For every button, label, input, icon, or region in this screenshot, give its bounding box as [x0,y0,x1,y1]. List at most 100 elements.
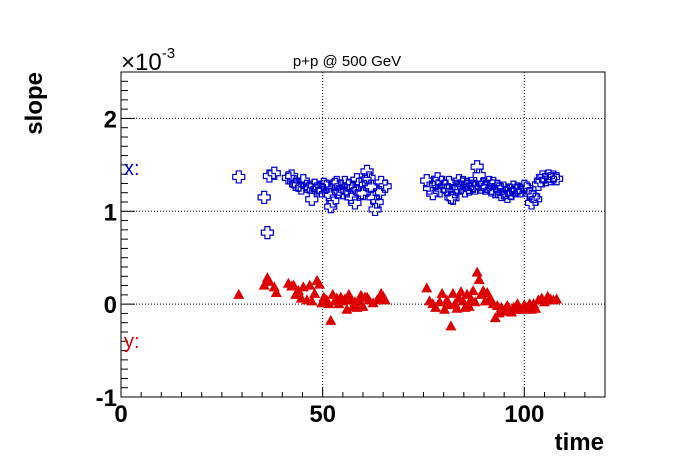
data-point [451,302,463,313]
x-tick-label: 100 [504,401,544,428]
data-point [421,282,433,293]
data-point [456,175,470,190]
data-point [360,164,374,178]
data-point [356,187,370,201]
data-point [353,295,365,306]
data-point [263,275,275,286]
y-axis-label: slope [21,72,48,135]
data-point [285,169,299,183]
data-point [232,170,246,184]
data-point [464,176,478,191]
data-point [481,287,493,297]
annotation-x: x: [124,158,140,180]
data-point [305,192,319,206]
y-multiplier-base: ×10 [121,49,162,76]
data-point [486,176,500,191]
data-point [444,190,458,204]
data-point [529,192,543,206]
data-point [510,182,525,196]
data-point [323,298,335,309]
grid-lines [121,72,605,397]
data-point [354,186,368,200]
data-point [325,314,337,325]
data-point [292,285,304,296]
data-point [378,179,392,193]
data-point [462,182,476,196]
data-point [296,174,310,188]
data-point [341,303,353,314]
data-point [270,287,282,297]
y-tick-label: 1 [104,199,117,226]
data-point [513,184,527,198]
data-point [551,293,563,304]
data-point [316,297,328,308]
data-point [309,287,321,298]
data-point [546,170,560,184]
data-point [304,279,316,290]
plot-frame [120,71,606,398]
data-point [344,190,358,204]
data-point [436,287,448,298]
data-point [517,179,531,193]
series-1 [233,266,563,331]
data-point [372,186,386,200]
y-multiplier-exponent: -3 [162,45,175,62]
data-point [445,320,457,331]
data-point [288,279,300,290]
data-point [348,196,362,210]
data-point [267,166,281,180]
data-point [370,195,384,209]
data-point [473,274,485,284]
data-point [455,286,467,297]
data-series [232,160,564,331]
y-tick-label: 0 [104,292,117,319]
data-point [430,301,442,312]
x-tick-label: 50 [309,401,336,428]
data-point [471,266,483,277]
data-point [340,184,354,198]
data-point [306,295,318,306]
data-point [262,169,277,183]
data-point [357,300,369,311]
data-point [527,189,541,204]
x-axis-label: time [555,429,604,456]
data-point [260,226,275,240]
x-tick-label: 0 [114,401,127,428]
data-point [447,287,459,298]
data-point [522,187,537,201]
data-point [326,194,340,208]
data-point [466,179,480,193]
data-point [426,187,440,201]
data-point [470,160,484,174]
y-tick-label: -1 [96,385,117,412]
annotation-y: y: [124,331,140,353]
data-point [446,191,460,205]
data-point [379,294,391,305]
data-point [420,174,434,188]
data-point [313,278,325,289]
data-point [429,176,443,191]
data-point [463,300,475,311]
data-point [257,190,271,204]
data-point [233,288,245,299]
chart-title: p+p @ 500 GeV [293,53,401,70]
data-point [467,285,479,296]
series-0 [232,160,564,240]
data-point [324,200,338,214]
data-point [362,171,376,185]
data-point [539,173,553,187]
y-multiplier: ×10-3 [121,45,175,76]
data-point [530,302,542,313]
data-point [539,296,550,307]
data-point [550,172,564,186]
data-point [300,179,314,193]
data-point [469,296,481,307]
data-point [258,279,270,290]
data-point [535,170,550,184]
y-tick-label: 2 [104,106,117,133]
data-point [457,295,469,306]
data-point [524,196,539,210]
data-point [368,202,382,217]
